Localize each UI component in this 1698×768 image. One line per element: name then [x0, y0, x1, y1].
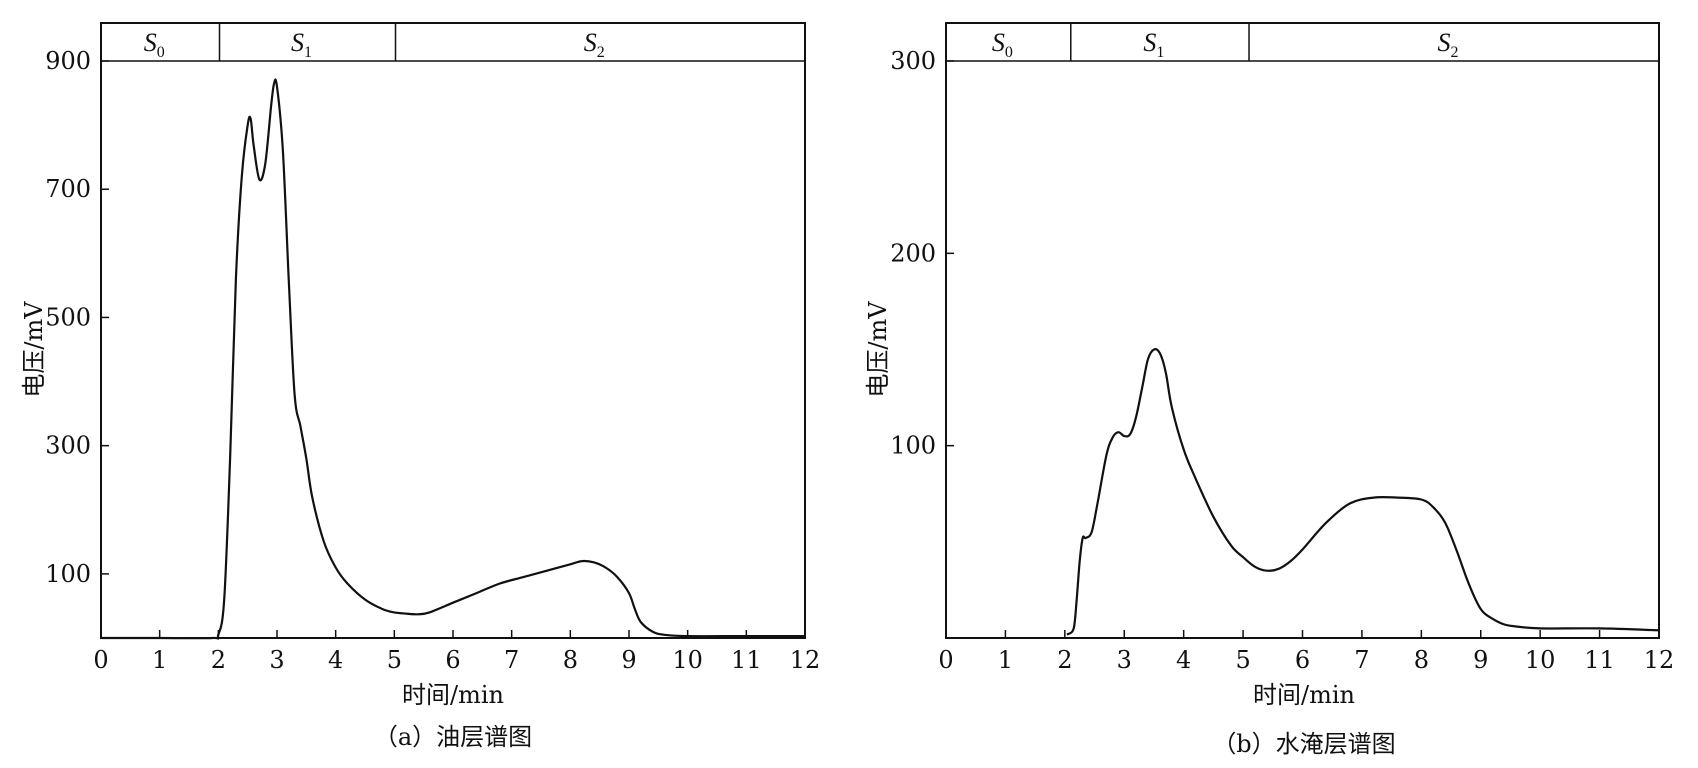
x-tick-label: 0: [938, 646, 953, 674]
segment-label-subscript: 0: [157, 44, 165, 61]
segment-label-subscript: 2: [1451, 44, 1459, 61]
x-tick-label: 1: [998, 646, 1013, 674]
segment-label-s1: S1: [291, 28, 312, 61]
x-tick-label: 12: [1644, 646, 1675, 674]
y-tick-label: 300: [45, 432, 91, 460]
x-tick-label: 11: [1584, 646, 1615, 674]
segment-label-s0: S0: [144, 28, 165, 61]
x-tick-label: 8: [1414, 646, 1429, 674]
segment-label-base: S: [291, 28, 304, 57]
segment-label-base: S: [992, 28, 1005, 57]
series-line-0: [1066, 348, 1661, 636]
y-tick-label: 700: [45, 175, 91, 203]
segment-label-s2: S2: [1438, 28, 1459, 61]
x-tick-label: 11: [731, 646, 762, 674]
x-tick-label: 7: [504, 646, 519, 674]
chart-oil-layer: S0 S1 S20 1 2 3 4 5 6 7 8 9 10 11 12100300500700900时间/…: [20, 22, 821, 751]
x-tick-label: 9: [621, 646, 636, 674]
x-tick-label: 7: [1354, 646, 1369, 674]
segment-label-s1: S1: [1143, 28, 1164, 61]
segment-label-base: S: [584, 28, 597, 57]
y-tick-label: 100: [45, 560, 91, 588]
segment-label-s0: S0: [992, 28, 1013, 61]
y-tick-label: 300: [890, 47, 936, 75]
y-tick-label: 900: [45, 47, 91, 75]
x-tick-label: 5: [1235, 646, 1250, 674]
chart-water-flooded-layer: S0 S1 S20 1 2 3 4 5 6 7 8 9 10 11 12100200300时间/min电压/…: [864, 22, 1675, 758]
y-tick-label: 100: [890, 432, 936, 460]
x-tick-label: 1: [152, 646, 167, 674]
series-line-0: [99, 78, 807, 640]
x-axis-label: 时间/min: [1253, 681, 1355, 709]
x-axis-label: 时间/min: [402, 681, 504, 709]
segment-label-subscript: 1: [304, 44, 312, 61]
y-axis-label: 电压/mV: [864, 301, 892, 398]
x-tick-label: 8: [563, 646, 578, 674]
segment-label-base: S: [1143, 28, 1156, 57]
x-tick-label: 4: [328, 646, 343, 674]
figure-caption: （a）油层谱图: [374, 723, 532, 751]
x-tick-label: 10: [672, 646, 703, 674]
figure-caption: （b）水淹层谱图: [1212, 730, 1395, 758]
segment-label-subscript: 0: [1005, 44, 1013, 61]
x-tick-label: 0: [93, 646, 108, 674]
x-tick-label: 9: [1473, 646, 1488, 674]
plot-frame: [100, 22, 806, 639]
x-tick-label: 2: [1057, 646, 1072, 674]
segment-label-base: S: [1438, 28, 1451, 57]
x-tick-label: 3: [1117, 646, 1132, 674]
x-tick-label: 2: [211, 646, 226, 674]
x-tick-label: 5: [387, 646, 402, 674]
x-tick-label: 6: [445, 646, 460, 674]
segment-label-s2: S2: [584, 28, 605, 61]
y-tick-label: 200: [890, 239, 936, 267]
x-tick-label: 4: [1176, 646, 1191, 674]
x-tick-label: 6: [1295, 646, 1310, 674]
segment-label-subscript: 1: [1156, 44, 1164, 61]
y-axis-label: 电压/mV: [20, 301, 48, 398]
x-tick-label: 12: [790, 646, 821, 674]
x-tick-label: 3: [269, 646, 284, 674]
segment-label-subscript: 2: [597, 44, 605, 61]
y-tick-label: 500: [45, 303, 91, 331]
plot-frame: [945, 22, 1660, 639]
x-tick-label: 10: [1525, 646, 1556, 674]
segment-label-base: S: [144, 28, 157, 57]
